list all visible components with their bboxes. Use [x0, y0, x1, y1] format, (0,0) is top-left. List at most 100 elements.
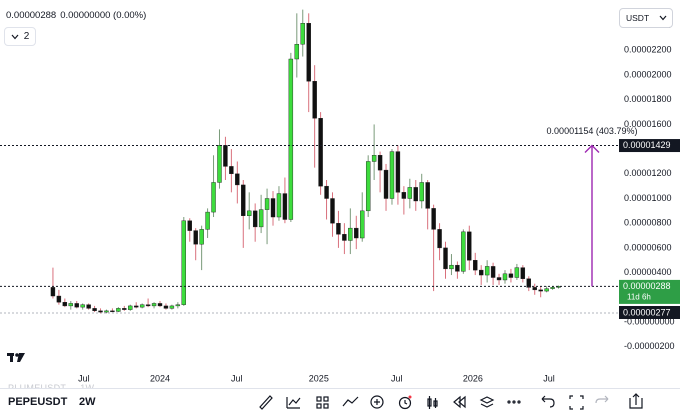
candle-body	[508, 273, 514, 278]
candle-body	[502, 273, 508, 281]
y-tick-label: 0.00001800	[624, 94, 672, 104]
measure-label: 0.00001154 (403.79%)	[547, 126, 638, 136]
y-tick-label: 0.00002000	[624, 69, 672, 79]
alert-icon[interactable]	[398, 395, 412, 410]
plot-area	[50, 9, 561, 314]
x-tick-label: Jul	[391, 373, 403, 383]
candle-body	[490, 266, 496, 278]
layout-icon[interactable]	[316, 396, 329, 409]
indicator-toggle[interactable]: 2	[4, 27, 36, 46]
candle-body	[122, 308, 127, 310]
y-tick-label: -0.00000200	[624, 341, 675, 351]
candle-body	[419, 182, 424, 202]
candles-icon[interactable]	[427, 396, 438, 409]
candle-body	[247, 210, 252, 216]
candle-body	[98, 310, 103, 313]
candle-body	[217, 145, 222, 183]
candle-body	[270, 198, 276, 218]
layers-icon[interactable]	[479, 396, 495, 408]
candle-body	[169, 305, 175, 309]
redo-icon[interactable]	[595, 395, 609, 404]
candle-body	[229, 166, 234, 175]
candle-body	[544, 288, 549, 292]
chart: 0.00000277 -0.00000200 -0.00000000 0.00000…	[0, 9, 680, 383]
share-icon[interactable]	[629, 393, 643, 409]
x-tick-label: 2025	[309, 373, 329, 383]
y-tick-label: -0.00000000	[624, 316, 675, 326]
interval[interactable]: 2W	[79, 396, 96, 408]
fullscreen-icon[interactable]	[569, 395, 584, 410]
candle-body	[354, 227, 359, 239]
x-tick-label: 2024	[150, 373, 170, 383]
candle-body	[68, 303, 73, 307]
candle-body	[205, 211, 210, 230]
candle-body	[241, 184, 246, 216]
candle-body	[252, 210, 258, 228]
candle-body	[235, 173, 240, 186]
y-tick-label: 0.00000800	[624, 218, 672, 228]
add-icon[interactable]	[370, 395, 384, 409]
candle-body	[532, 287, 537, 291]
candle-body	[312, 81, 317, 119]
candle-body	[467, 231, 472, 261]
candle-body	[62, 302, 68, 307]
candle-body	[157, 303, 163, 307]
low-label: 0.00000277	[623, 307, 671, 317]
candle-body	[437, 229, 442, 249]
candle-body	[538, 289, 543, 292]
candle-body	[395, 151, 401, 193]
candle-body	[461, 231, 466, 272]
price-label-box	[619, 279, 680, 304]
candle-body	[134, 305, 139, 308]
currency: USDT	[626, 13, 650, 23]
y-tick-label: 0.00001200	[624, 168, 672, 178]
y-tick-label: 0.00002200	[624, 45, 672, 55]
candle-body	[449, 264, 454, 270]
y-tick-label: 0.00001600	[624, 119, 672, 129]
candle-body	[145, 304, 151, 307]
candle-body	[86, 304, 91, 309]
chevron	[659, 15, 667, 21]
chart-style-icon[interactable]	[342, 396, 359, 407]
more-icon[interactable]	[507, 400, 521, 404]
price-label-box	[619, 139, 680, 153]
low-label-box	[619, 306, 680, 319]
bottom-toolbar: PEPEUSDT 2W	[0, 388, 680, 413]
candle-body	[276, 193, 282, 218]
candle-body	[455, 264, 460, 272]
candle-body	[473, 260, 478, 271]
undo-icon[interactable]	[541, 395, 555, 408]
draw-icon[interactable]	[259, 395, 273, 410]
indicators-icon[interactable]	[286, 397, 301, 409]
candle-body	[193, 230, 198, 245]
candle-body	[288, 58, 294, 220]
candle-body	[74, 303, 79, 308]
candle-body	[80, 304, 85, 308]
countdown: 11d 6h	[627, 293, 651, 302]
candle-body	[389, 151, 395, 199]
candle-body	[514, 267, 520, 278]
candle-body	[365, 161, 371, 212]
price-label: 0.00001429	[623, 140, 671, 150]
candle-body	[187, 220, 192, 231]
candle-body	[139, 304, 145, 308]
x-tick-label: Jul	[543, 373, 555, 383]
candle-body	[128, 305, 133, 310]
replay-icon[interactable]	[453, 395, 466, 409]
candle-body	[383, 169, 389, 199]
candle-body	[110, 310, 115, 313]
candle-body	[116, 308, 121, 312]
candle-body	[371, 155, 377, 162]
candle-body	[50, 287, 56, 297]
currency-dropdown[interactable]: USDT	[619, 8, 673, 28]
price-change: 0.00000000 (0.00%)	[60, 10, 147, 21]
symbol[interactable]: PEPEUSDT	[8, 396, 68, 408]
candle-body	[484, 266, 490, 276]
candle-body	[413, 187, 418, 202]
indicator-count: 2	[23, 31, 30, 42]
price-label: 0.00000288	[623, 281, 671, 291]
candle-body	[282, 193, 288, 220]
last-price: 0.00000288	[6, 10, 57, 21]
candle-body	[199, 229, 204, 245]
